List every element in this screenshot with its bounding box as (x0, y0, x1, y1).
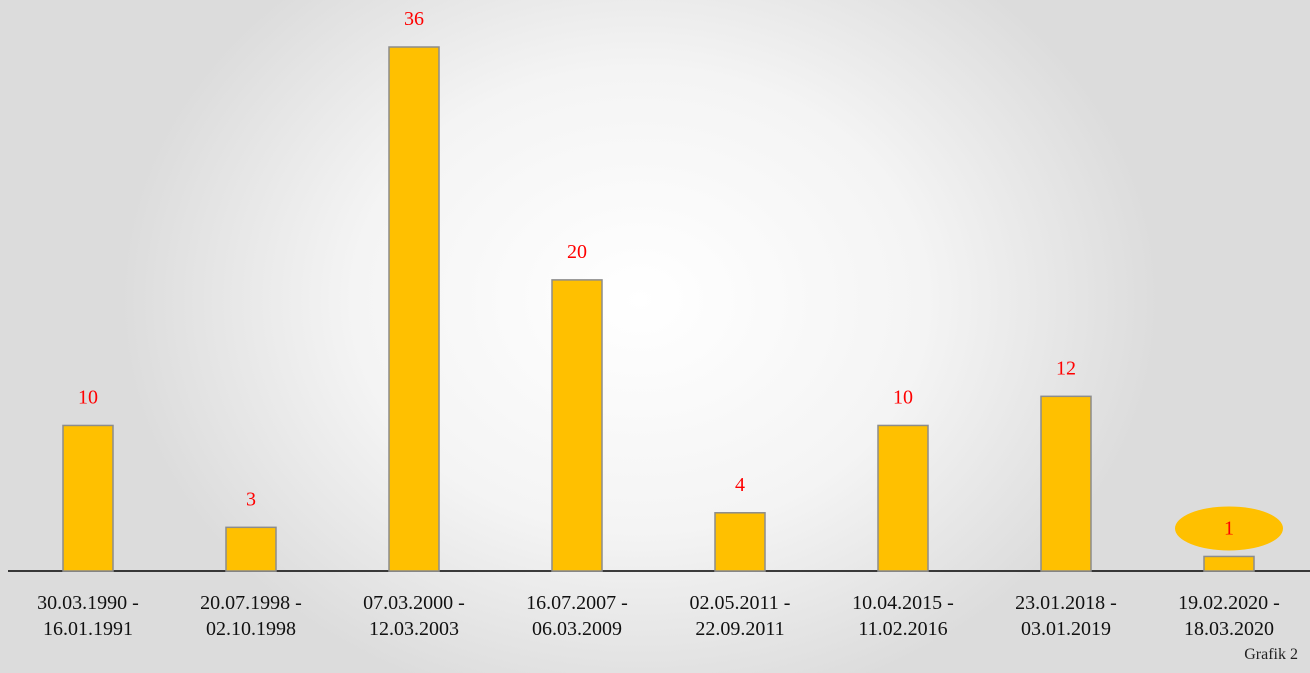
bar (225, 526, 277, 572)
x-tick-label: 30.03.1990 - 16.01.1991 (37, 592, 139, 640)
value-label: 36 (404, 8, 424, 30)
bar (714, 512, 766, 572)
highlight (1175, 506, 1283, 551)
x-tick-label: 23.01.2018 - 03.01.2019 (1015, 592, 1117, 640)
value-label: 12 (1056, 357, 1076, 379)
value-label: 10 (893, 386, 913, 408)
x-tick-label: 10.04.2015 - 11.02.2016 (852, 592, 954, 640)
x-tick-label: 16.07.2007 - 06.03.2009 (526, 592, 628, 640)
value-label: 3 (246, 488, 256, 510)
value-label: 1 (1224, 517, 1234, 539)
x-tick-label: 20.07.1998 - 02.10.1998 (200, 592, 302, 640)
x-tick-label: 07.03.2000 - 12.03.2003 (363, 592, 465, 640)
bar (1040, 395, 1092, 572)
bar (1203, 555, 1255, 572)
annotation: Grafik 2 (1244, 646, 1298, 663)
value-label: 10 (78, 386, 98, 408)
bar (62, 424, 114, 572)
bar (877, 424, 929, 572)
bar (388, 46, 440, 572)
bar (551, 279, 603, 572)
value-label: 4 (735, 474, 745, 496)
x-tick-label: 19.02.2020 - 18.03.2020 (1178, 592, 1280, 640)
value-label: 20 (567, 241, 587, 263)
x-tick-label: 02.05.2011 - 22.09.2011 (689, 592, 791, 640)
